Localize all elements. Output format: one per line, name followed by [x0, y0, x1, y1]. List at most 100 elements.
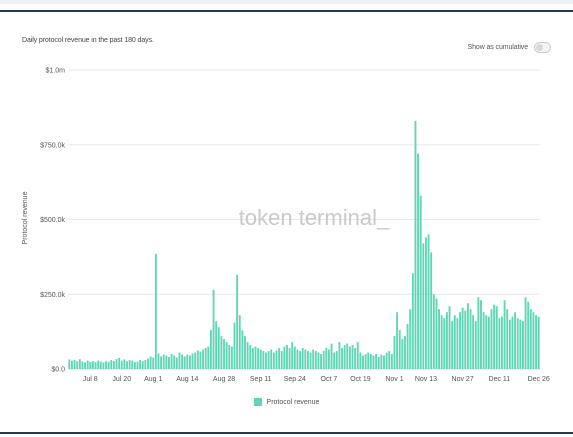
revenue-bar[interactable] [246, 342, 249, 369]
chart-legend[interactable]: Protocol revenue [0, 398, 573, 406]
revenue-bar[interactable] [196, 350, 199, 369]
revenue-bar[interactable] [477, 297, 480, 369]
revenue-bar[interactable] [233, 322, 236, 369]
revenue-bar[interactable] [170, 354, 173, 369]
revenue-bar[interactable] [123, 359, 126, 369]
revenue-bar[interactable] [68, 359, 71, 369]
revenue-bar[interactable] [354, 348, 357, 369]
revenue-bar[interactable] [343, 345, 346, 369]
revenue-bar[interactable] [522, 321, 524, 369]
revenue-bar[interactable] [296, 349, 299, 369]
revenue-bar[interactable] [238, 315, 241, 369]
revenue-bar[interactable] [110, 360, 113, 369]
revenue-bar[interactable] [325, 348, 328, 369]
revenue-bar[interactable] [94, 362, 97, 369]
revenue-bar[interactable] [312, 349, 315, 369]
revenue-bar[interactable] [466, 303, 469, 369]
revenue-bar[interactable] [508, 319, 511, 369]
revenue-bar[interactable] [322, 351, 325, 369]
revenue-bar[interactable] [209, 330, 212, 369]
cumulative-toggle[interactable] [534, 42, 551, 53]
revenue-bar[interactable] [257, 348, 260, 369]
revenue-bar[interactable] [440, 315, 443, 369]
revenue-bar[interactable] [133, 362, 136, 369]
revenue-bar[interactable] [230, 346, 233, 369]
revenue-bar[interactable] [411, 273, 414, 369]
revenue-bar[interactable] [480, 300, 482, 369]
revenue-bar[interactable] [84, 362, 86, 369]
revenue-bar[interactable] [390, 354, 393, 369]
revenue-bar[interactable] [251, 348, 254, 369]
revenue-bar[interactable] [309, 352, 312, 369]
revenue-bar[interactable] [330, 343, 333, 369]
revenue-bar[interactable] [89, 361, 92, 369]
revenue-bar[interactable] [304, 349, 307, 369]
revenue-bar[interactable] [76, 361, 79, 369]
revenue-bar[interactable] [490, 309, 493, 369]
revenue-bar[interactable] [272, 352, 275, 369]
revenue-bar[interactable] [369, 354, 372, 369]
revenue-bar[interactable] [78, 359, 81, 369]
revenue-bar[interactable] [118, 357, 121, 369]
revenue-bar[interactable] [225, 342, 228, 369]
revenue-bar[interactable] [286, 345, 288, 369]
revenue-bar[interactable] [278, 348, 281, 369]
revenue-bar[interactable] [267, 351, 270, 369]
cumulative-toggle-group[interactable]: Show as cumulative [468, 42, 551, 53]
revenue-bar[interactable] [199, 351, 202, 369]
revenue-bar[interactable] [501, 316, 503, 369]
revenue-bar[interactable] [527, 301, 530, 369]
revenue-bar[interactable] [487, 316, 490, 369]
revenue-bar[interactable] [228, 345, 231, 369]
revenue-bar[interactable] [459, 312, 461, 369]
revenue-bar[interactable] [86, 360, 89, 369]
revenue-bar[interactable] [288, 348, 291, 369]
revenue-bar[interactable] [270, 349, 273, 369]
revenue-bar[interactable] [317, 352, 320, 369]
revenue-bar[interactable] [341, 348, 343, 369]
revenue-bar[interactable] [144, 360, 147, 369]
revenue-bar[interactable] [346, 343, 349, 369]
revenue-bar[interactable] [506, 309, 509, 369]
revenue-bar[interactable] [262, 351, 265, 369]
revenue-bar[interactable] [147, 358, 149, 369]
revenue-bar[interactable] [537, 316, 540, 369]
revenue-bar[interactable] [188, 355, 191, 369]
revenue-bar[interactable] [485, 315, 488, 369]
revenue-bar[interactable] [160, 356, 163, 369]
revenue-bar[interactable] [461, 307, 464, 369]
revenue-bar[interactable] [435, 298, 438, 369]
revenue-bar[interactable] [498, 318, 501, 369]
revenue-bar[interactable] [314, 351, 317, 369]
revenue-bar[interactable] [97, 360, 100, 369]
revenue-bar[interactable] [149, 356, 152, 369]
revenue-bar[interactable] [419, 195, 422, 369]
revenue-bar[interactable] [393, 336, 396, 369]
revenue-bar[interactable] [327, 349, 330, 369]
revenue-bar[interactable] [220, 336, 223, 369]
revenue-bar[interactable] [451, 321, 454, 369]
revenue-bar[interactable] [212, 289, 215, 369]
revenue-bar[interactable] [383, 355, 385, 369]
revenue-bar[interactable] [173, 355, 176, 369]
revenue-bar[interactable] [495, 306, 498, 369]
revenue-bar[interactable] [372, 355, 375, 369]
revenue-bar[interactable] [102, 362, 105, 369]
revenue-bar[interactable] [514, 312, 517, 369]
revenue-bar[interactable] [375, 354, 378, 369]
revenue-bar[interactable] [351, 345, 354, 369]
revenue-bar[interactable] [194, 352, 197, 369]
revenue-bar[interactable] [91, 361, 94, 369]
revenue-bar[interactable] [356, 342, 359, 369]
revenue-bar[interactable] [120, 360, 123, 369]
revenue-bar[interactable] [293, 346, 296, 369]
revenue-bar[interactable] [136, 361, 139, 369]
revenue-bar[interactable] [291, 342, 294, 369]
revenue-bar[interactable] [236, 274, 239, 369]
revenue-bar[interactable] [275, 350, 278, 369]
revenue-bar[interactable] [249, 345, 252, 369]
revenue-bar[interactable] [139, 360, 142, 369]
revenue-bar[interactable] [301, 348, 304, 369]
revenue-bar[interactable] [503, 300, 506, 369]
revenue-bar[interactable] [432, 294, 435, 369]
